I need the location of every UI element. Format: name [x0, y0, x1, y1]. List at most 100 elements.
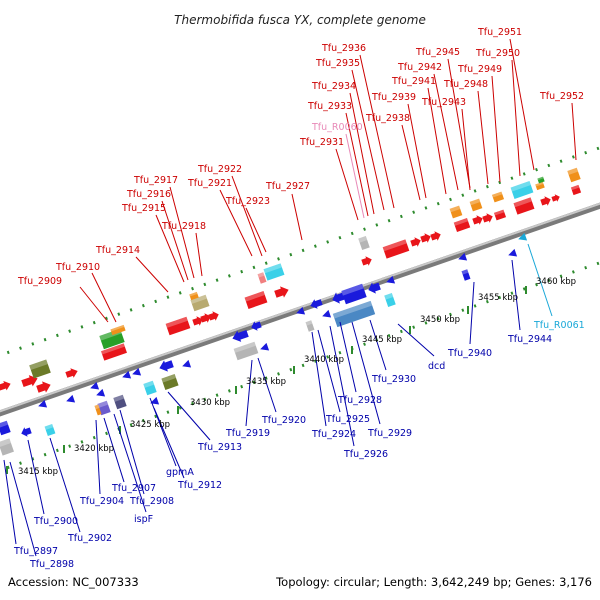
- reverse-gene-arrow-shape: [96, 388, 106, 397]
- forward-gene-arrow: [274, 286, 289, 298]
- forward-gene-box: [493, 209, 507, 221]
- reverse-gene-arrow: [251, 321, 262, 331]
- gene-label[interactable]: Tfu_2933: [307, 101, 352, 112]
- gene-label[interactable]: Tfu_2898: [29, 559, 74, 570]
- leader-line: [469, 281, 475, 345]
- leader-line: [339, 321, 357, 393]
- leader-line: [91, 272, 117, 323]
- reverse-gene-box: [44, 423, 56, 437]
- leader-line: [369, 319, 387, 371]
- reverse-gene-arrow-shape: [66, 394, 76, 403]
- forward-gene-box: [513, 197, 535, 215]
- gene-label[interactable]: Tfu_2938: [365, 113, 410, 124]
- gene-label[interactable]: Tfu_2945: [415, 47, 460, 58]
- reverse-gene-box-shape: [0, 420, 11, 436]
- gene-label[interactable]: Tfu_2944: [507, 334, 552, 345]
- leader-line: [49, 437, 81, 533]
- forward-gene-box: [537, 176, 545, 184]
- gene-label[interactable]: Tfu_2936: [321, 43, 366, 54]
- forward-gene-arrow: [36, 381, 51, 393]
- leader-line: [351, 321, 381, 425]
- reverse-gene-box-highlight: [341, 283, 364, 296]
- leader-line: [329, 325, 355, 447]
- reverse-gene-arrow-shape: [232, 329, 249, 342]
- gene-label[interactable]: Tfu_2918: [161, 221, 206, 232]
- reverse-gene-box-shape: [0, 438, 14, 456]
- leader-line: [135, 256, 169, 293]
- gene-label[interactable]: Tfu_2926: [343, 449, 388, 460]
- reverse-gene-box-shape: [305, 320, 315, 332]
- forward-gene-box-shape: [101, 343, 127, 361]
- gene-label[interactable]: Tfu_2913: [197, 442, 242, 453]
- gene-label[interactable]: Tfu_2931: [299, 137, 344, 148]
- gene-label[interactable]: Tfu_2952: [539, 91, 584, 102]
- gene-label[interactable]: Tfu_2919: [225, 428, 270, 439]
- gene-label[interactable]: Tfu_2897: [13, 546, 58, 557]
- gene-label[interactable]: Tfu_2923: [225, 196, 270, 207]
- gene-label[interactable]: Tfu_2950: [475, 48, 520, 59]
- forward-gene-box-shape: [537, 176, 545, 184]
- gene-label[interactable]: Tfu_2924: [311, 429, 356, 440]
- reverse-gene-labels: Tfu_2897 Tfu_2898 Tfu_2900 Tfu_2902 Tfu_…: [13, 320, 585, 570]
- gene-label[interactable]: Tfu_2922: [197, 164, 242, 175]
- gene-label[interactable]: Tfu_2942: [397, 62, 442, 73]
- gene-label[interactable]: Tfu_2912: [177, 480, 222, 491]
- gene-label[interactable]: Tfu_2929: [367, 428, 412, 439]
- gene-label[interactable]: Tfu_R0060: [311, 122, 363, 133]
- gene-label[interactable]: Tfu_2939: [371, 92, 416, 103]
- gene-label[interactable]: Tfu_2941: [391, 76, 436, 87]
- gene-label[interactable]: Tfu_2910: [55, 262, 100, 273]
- leader-line: [427, 87, 447, 195]
- gene-label[interactable]: Tfu_2943: [421, 97, 466, 108]
- reverse-gene-box: [341, 283, 367, 305]
- gene-label[interactable]: Tfu_2935: [315, 58, 360, 69]
- forward-gene-box-shape: [244, 291, 268, 309]
- gene-label[interactable]: Tfu_R0061: [533, 320, 585, 331]
- gene-label[interactable]: Tfu_2902: [67, 533, 112, 544]
- tick-tracks: [0, 146, 600, 474]
- reverse-gene-box-shape: [94, 404, 102, 416]
- forward-gene-arrow: [200, 313, 211, 323]
- gene-label[interactable]: Tfu_2904: [79, 496, 124, 507]
- gene-label[interactable]: Tfu_2900: [33, 516, 78, 527]
- reverse-gene-arrow: [96, 388, 106, 397]
- gene-label[interactable]: Tfu_2930: [371, 374, 416, 385]
- forward-gene-box-highlight: [570, 184, 580, 191]
- gene-label[interactable]: Tfu_2951: [477, 27, 522, 38]
- forward-gene-box-shape: [190, 294, 210, 312]
- gene-label[interactable]: Tfu_2915: [121, 203, 166, 214]
- forward-gene-box-shape: [189, 291, 199, 301]
- leader-line: [345, 112, 369, 217]
- gene-label[interactable]: ispF: [134, 514, 153, 525]
- gene-label[interactable]: Tfu_2907: [111, 483, 156, 494]
- gene-label[interactable]: Tfu_2908: [129, 496, 174, 507]
- leader-line: [311, 331, 327, 427]
- gene-label[interactable]: Tfu_2949: [457, 64, 502, 75]
- gene-label[interactable]: Tfu_2909: [17, 276, 62, 287]
- forward-gene-box-highlight: [493, 209, 505, 216]
- gene-label[interactable]: Tfu_2940: [447, 348, 492, 359]
- gene-label[interactable]: dcd: [428, 361, 445, 372]
- forward-gene-box: [244, 291, 268, 309]
- gene-label[interactable]: Tfu_2917: [133, 175, 178, 186]
- gene-label[interactable]: Tfu_2925: [325, 414, 370, 425]
- leader-line: [477, 90, 489, 185]
- gene-label[interactable]: Tfu_2920: [261, 415, 306, 426]
- forward-gene-box: [567, 167, 581, 183]
- reverse-gene-box-highlight: [332, 300, 373, 319]
- forward-gene-arrow: [540, 196, 551, 206]
- gene-label[interactable]: Tfu_2927: [265, 181, 310, 192]
- gene-label[interactable]: Tfu_2928: [337, 395, 382, 406]
- gene-label[interactable]: Tfu_2916: [126, 189, 171, 200]
- gene-label[interactable]: Tfu_2921: [187, 178, 232, 189]
- gene-label[interactable]: Tfu_2934: [311, 81, 356, 92]
- gene-label[interactable]: gpmA: [166, 467, 194, 478]
- reverse-gene-arrow-shape: [260, 342, 270, 351]
- kbp-scale: 3415 kbp 3420 kbp 3425 kbp 3430 kbp 3435…: [18, 277, 576, 477]
- leader-line: [461, 108, 471, 191]
- reverse-gene-box-highlight: [305, 320, 313, 326]
- gene-label[interactable]: Tfu_2948: [443, 79, 488, 90]
- reverse-gene-arrow: [90, 381, 100, 390]
- gene-label[interactable]: Tfu_2914: [95, 245, 140, 256]
- reverse-gene-arrow: [38, 399, 48, 408]
